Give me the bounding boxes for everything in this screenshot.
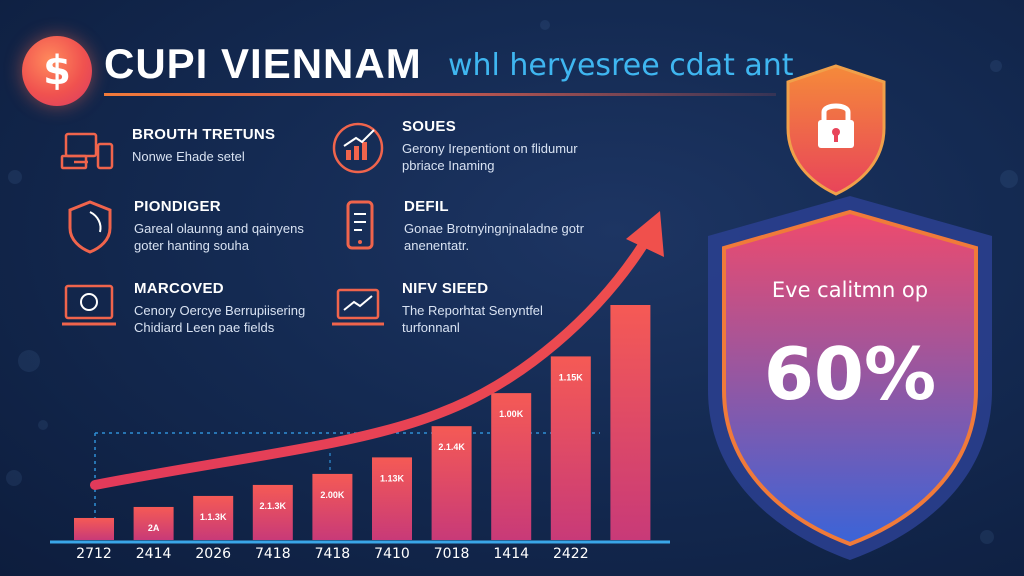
stat-shield [708,196,992,560]
lock-shield [786,64,886,196]
bar-data-label: 2.1.4K [438,442,465,452]
x-tick-label: 7418 [315,546,351,562]
chart-bar [491,393,532,540]
x-tick-label: 7018 [434,546,470,562]
bar-data-label: 1.13K [380,473,405,483]
chart-bar [252,484,293,540]
bokeh-dot [8,170,22,184]
chart-bar [610,305,651,540]
shield-outline-icon [62,198,118,254]
stat-caption: Eve calitmn op [771,278,929,302]
bokeh-dot [540,20,550,30]
trend-arrow-head [626,211,664,257]
feature-title: NIFV SIEED [402,280,489,297]
feature-title: DEFIL [404,198,449,215]
x-tick-label: 2026 [195,546,231,562]
feature-title: PIONDIGER [134,198,221,215]
chart-bar [312,473,353,540]
x-tick-label: 2414 [136,546,172,562]
growth-chart-icon [330,118,386,174]
chart-bar [431,426,472,540]
bar-data-label: 2.1.3K [260,501,287,511]
x-tick-label: 1414 [493,546,529,562]
feature-description: Gareal olaunng and qainyens goter hantin… [134,221,304,253]
mobile-phone-icon [332,198,388,254]
feature-description: Nonwe Ehade setel [132,149,245,164]
feature-description: Gonae Brotnyingnjnaladne gotr anenentatr… [404,221,584,253]
growth-bar-chart: 2A 1.1.3K 2.1.3K 2.00K 1.13K 2.1.4K 1.00K 1.15K… [50,211,670,562]
x-tick-label: 2712 [76,546,112,562]
bokeh-dot [990,60,1002,72]
chart-bar [193,495,234,540]
feature-description: Cenory Oercye Berrupiisering Chidiard Le… [134,303,306,335]
bokeh-dot [980,530,994,544]
bokeh-dot [38,420,48,430]
bokeh-dot [6,470,22,486]
page-subtitle: whl heryesree cdat ant [448,48,794,83]
feature-description: The Reporhtat Senyntfel turfonnanl [402,303,543,335]
padlock-icon [818,103,854,148]
secure-laptop-icon [62,280,118,336]
devices-icon [60,126,116,182]
x-tick-label: 7418 [255,546,291,562]
bar-data-label: 1.00K [499,409,524,419]
laptop-chart-icon [330,280,386,336]
bar-data-label: 1.1.3K [200,512,227,522]
header-divider [104,93,776,96]
feature-description: Gerony Irepentiont on flidumur pbriace I… [402,141,578,173]
trend-arrow [90,232,653,490]
page-title: CUPI VIENNAM [104,40,422,87]
bar-data-label: 2A [148,523,160,533]
bar-data-label: 1.15K [559,372,584,382]
feature-title: MARCOVED [134,280,224,297]
chart-bar [133,506,174,540]
feature-title: SOUES [402,118,457,135]
logo-symbol: $ [43,48,71,94]
chart-bar [74,517,114,540]
feature-title: BROUTH TRETUNS [132,126,276,143]
bar-data-label: 2.00K [320,490,345,500]
chart-bar [372,457,412,540]
stat-value: 60% [763,332,937,416]
bokeh-dot [1000,170,1018,188]
bokeh-dot [18,350,40,372]
x-tick-label: 2422 [553,546,589,562]
dollar-coin-icon: $ [22,36,92,106]
chart-bar [550,356,591,540]
x-tick-label: 7410 [374,546,410,562]
